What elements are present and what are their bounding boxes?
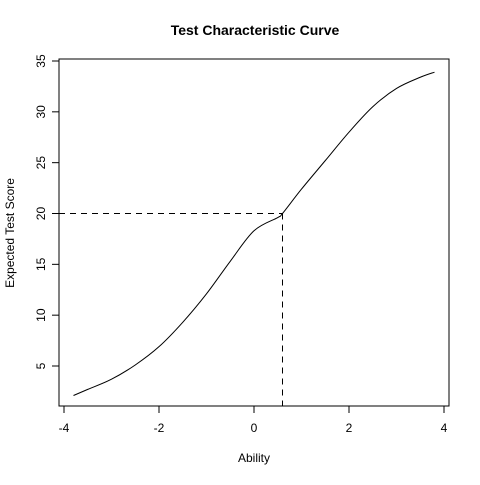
x-tick-label: -4 <box>59 421 70 435</box>
y-axis-label: Expected Test Score <box>3 178 17 288</box>
series-line <box>73 71 435 396</box>
y-tick-label: 20 <box>34 207 48 221</box>
x-tick-label: 0 <box>251 421 258 435</box>
reference-lines <box>59 213 283 406</box>
x-tick-label: 2 <box>346 421 353 435</box>
x-tick-label: -2 <box>154 421 165 435</box>
y-tick-label: 15 <box>34 257 48 271</box>
y-axis: 5 10 15 20 25 30 35 <box>34 54 60 369</box>
y-tick-label: 5 <box>34 362 48 369</box>
x-tick-label: 4 <box>441 421 448 435</box>
y-tick-label: 30 <box>34 105 48 119</box>
chart-title: Test Characteristic Curve <box>171 22 340 38</box>
x-axis-label: Ability <box>238 451 270 465</box>
x-axis: -4 -2 0 2 4 <box>59 405 448 435</box>
y-tick-label: 35 <box>34 54 48 68</box>
series-layer <box>73 71 435 396</box>
y-tick-label: 10 <box>34 308 48 322</box>
y-tick-label: 25 <box>34 156 48 170</box>
